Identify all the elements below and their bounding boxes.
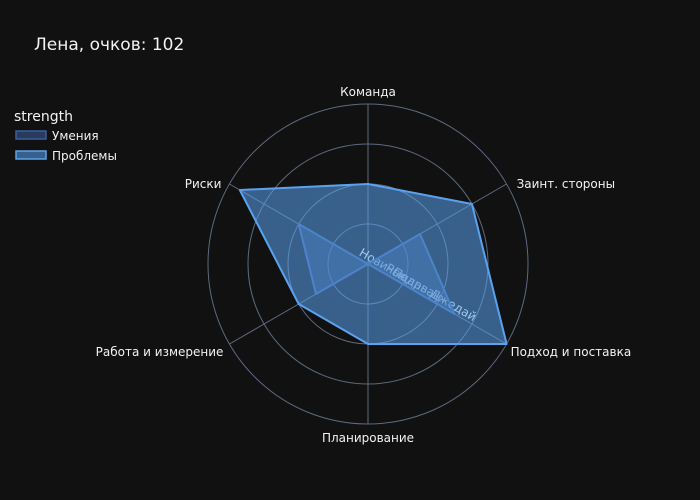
legend-title: strength [14, 109, 73, 125]
legend-swatch-skills [15, 130, 47, 140]
axis-label-2: Заинт. стороны [517, 177, 616, 191]
legend-item-problems[interactable]: Проблемы [15, 149, 117, 163]
legend: strength Умения Проблемы [14, 109, 117, 163]
axis-label-3: Подход и поставка [511, 345, 632, 359]
legend-label-problems: Проблемы [52, 149, 117, 163]
axis-label-1: Команда [340, 85, 396, 99]
axis-label-5: Работа и измерение [96, 345, 224, 359]
axis-labels: Команда Заинт. стороны Подход и поставка Пл… [96, 85, 632, 445]
legend-swatch-problems [15, 150, 47, 160]
series-area-2 [238, 183, 508, 345]
axis-label-6: Риски [185, 177, 222, 191]
axis-label-4: Планирование [322, 431, 414, 445]
series-layer [238, 183, 508, 345]
legend-item-skills[interactable]: Умения [15, 129, 99, 143]
legend-label-skills: Умения [52, 129, 99, 143]
chart-title: Лена, очков: 102 [34, 35, 184, 55]
